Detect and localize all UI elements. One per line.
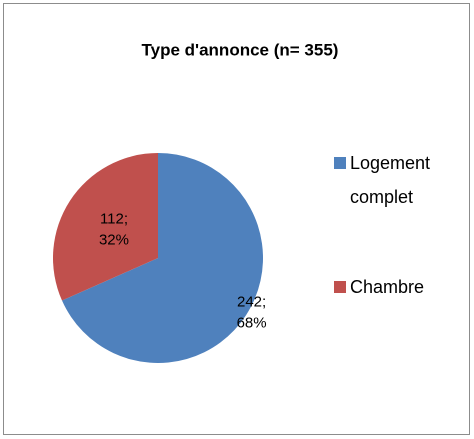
legend-entry: Logement complet [350,153,431,207]
data-label-line: 32% [99,231,129,248]
chart-title: Type d'annonce (n= 355) [142,40,339,59]
legend-label: Chambre [350,277,425,297]
pie-slice [52,153,158,301]
legend-entry: Chambre [350,277,425,297]
legend-swatch [334,157,346,169]
data-label: 112; 32% [99,210,129,248]
data-label-line: 242; [237,293,266,310]
data-label-line: 68% [237,314,267,331]
data-label: 242; 68% [237,293,267,331]
legend-swatch [334,281,346,293]
data-label-line: 112; [100,210,128,227]
pie-slice [62,153,264,363]
legend-label: Logement complet [350,153,431,207]
